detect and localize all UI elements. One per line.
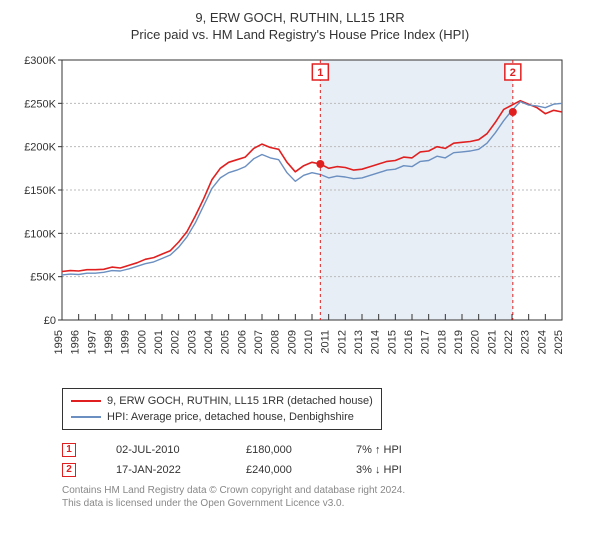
svg-text:2: 2 xyxy=(510,67,516,79)
transaction-row: 1 02-JUL-2010 £180,000 7% ↑ HPI xyxy=(62,440,588,460)
attribution-line: Contains HM Land Registry data © Crown c… xyxy=(62,484,588,497)
svg-text:2018: 2018 xyxy=(436,330,448,354)
legend-item: HPI: Average price, detached house, Denb… xyxy=(71,409,373,425)
transaction-row: 2 17-JAN-2022 £240,000 3% ↓ HPI xyxy=(62,460,588,480)
svg-text:2001: 2001 xyxy=(153,330,165,354)
svg-text:2016: 2016 xyxy=(403,330,415,354)
chart-plot: £0 £50K £100K £150K £200K £250K £300K 1995 1996 1… xyxy=(12,50,588,380)
svg-text:2024: 2024 xyxy=(536,330,548,354)
attribution-line: This data is licensed under the Open Gov… xyxy=(62,497,588,510)
transaction-date: 02-JUL-2010 xyxy=(116,440,206,460)
svg-text:£150K: £150K xyxy=(24,185,56,197)
legend: 9, ERW GOCH, RUTHIN, LL15 1RR (detached … xyxy=(62,388,382,430)
svg-text:£200K: £200K xyxy=(24,142,56,154)
attribution: Contains HM Land Registry data © Crown c… xyxy=(62,484,588,510)
legend-swatch xyxy=(71,416,101,418)
svg-text:1999: 1999 xyxy=(120,330,132,354)
svg-text:2008: 2008 xyxy=(270,330,282,354)
svg-text:1998: 1998 xyxy=(103,330,115,354)
svg-text:2011: 2011 xyxy=(320,330,332,354)
transaction-table: 1 02-JUL-2010 £180,000 7% ↑ HPI 2 17-JAN… xyxy=(62,440,588,480)
svg-text:2006: 2006 xyxy=(236,330,248,354)
legend-label: HPI: Average price, detached house, Denb… xyxy=(107,409,354,425)
chart-container: 9, ERW GOCH, RUTHIN, LL15 1RR Price paid… xyxy=(0,0,600,516)
svg-text:2002: 2002 xyxy=(170,330,182,354)
svg-text:1997: 1997 xyxy=(86,330,98,354)
svg-text:2019: 2019 xyxy=(453,330,465,354)
svg-text:2005: 2005 xyxy=(220,330,232,354)
svg-text:2003: 2003 xyxy=(186,330,198,354)
transaction-price: £240,000 xyxy=(246,460,316,480)
svg-text:2022: 2022 xyxy=(503,330,515,354)
svg-text:2013: 2013 xyxy=(353,330,365,354)
chart-title: 9, ERW GOCH, RUTHIN, LL15 1RR xyxy=(12,10,588,25)
svg-text:2000: 2000 xyxy=(136,330,148,354)
svg-text:2023: 2023 xyxy=(520,330,532,354)
svg-text:2012: 2012 xyxy=(336,330,348,354)
transaction-date: 17-JAN-2022 xyxy=(116,460,206,480)
svg-text:2007: 2007 xyxy=(253,330,265,354)
svg-text:1996: 1996 xyxy=(70,330,82,354)
marker-badge: 2 xyxy=(62,463,76,477)
svg-text:2014: 2014 xyxy=(370,330,382,354)
svg-text:£50K: £50K xyxy=(30,272,56,284)
svg-text:1995: 1995 xyxy=(53,330,65,354)
legend-item: 9, ERW GOCH, RUTHIN, LL15 1RR (detached … xyxy=(71,393,373,409)
svg-text:2004: 2004 xyxy=(203,330,215,354)
svg-text:2010: 2010 xyxy=(303,330,315,354)
svg-text:2025: 2025 xyxy=(553,330,565,354)
svg-text:2021: 2021 xyxy=(486,330,498,354)
transaction-delta: 3% ↓ HPI xyxy=(356,460,402,480)
svg-text:2020: 2020 xyxy=(470,330,482,354)
svg-text:2015: 2015 xyxy=(386,330,398,354)
svg-text:£250K: £250K xyxy=(24,98,56,110)
chart-svg: £0 £50K £100K £150K £200K £250K £300K 1995 1996 1… xyxy=(12,50,572,380)
svg-text:£300K: £300K xyxy=(24,55,56,67)
marker-badge: 1 xyxy=(62,443,76,457)
svg-text:2017: 2017 xyxy=(420,330,432,354)
transaction-price: £180,000 xyxy=(246,440,316,460)
svg-text:2009: 2009 xyxy=(286,330,298,354)
legend-label: 9, ERW GOCH, RUTHIN, LL15 1RR (detached … xyxy=(107,393,373,409)
legend-swatch xyxy=(71,400,101,402)
chart-subtitle: Price paid vs. HM Land Registry's House … xyxy=(12,27,588,42)
svg-text:£100K: £100K xyxy=(24,228,56,240)
svg-text:£0: £0 xyxy=(44,315,56,327)
transaction-delta: 7% ↑ HPI xyxy=(356,440,402,460)
svg-text:1: 1 xyxy=(317,67,323,79)
